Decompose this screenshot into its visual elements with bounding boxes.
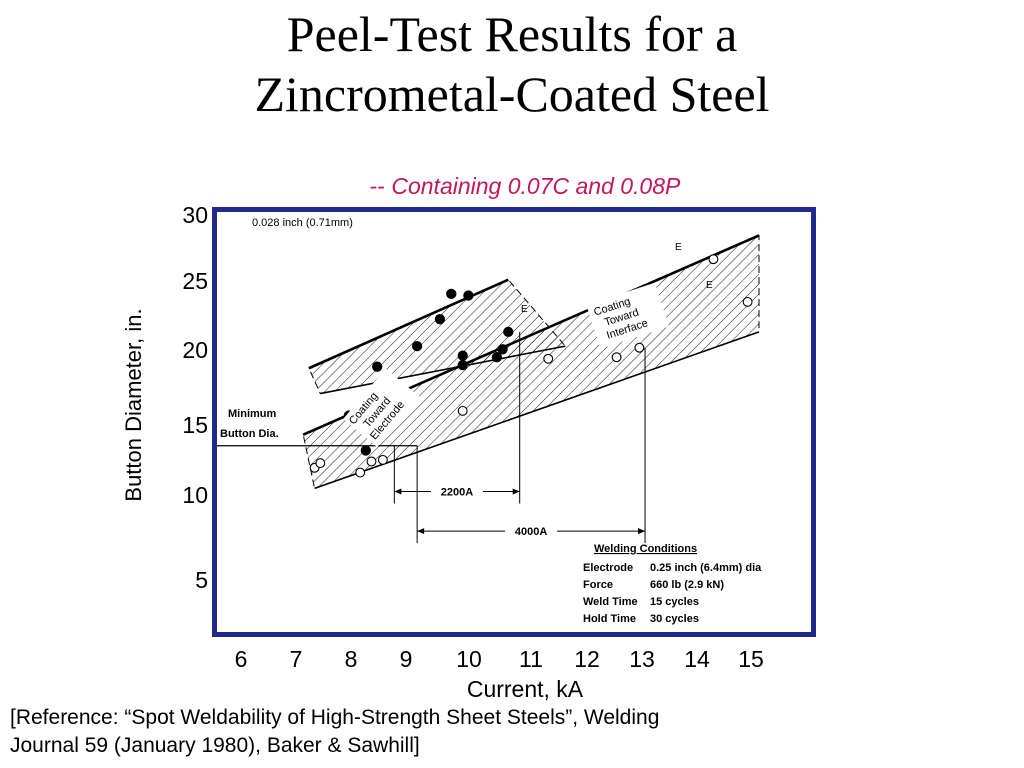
subtitle-prefix: -- (369, 173, 385, 199)
scatter-point-filled (446, 288, 457, 300)
band-upper-boundary (308, 278, 509, 370)
thickness-label: 0.028 inch (0.71mm) (252, 217, 353, 229)
band-lower-boundary (314, 331, 760, 490)
scatter-point-open (634, 342, 645, 353)
scatter-point-filled (497, 344, 508, 355)
range-label: 2200A (441, 487, 473, 499)
scatter-point-filled (463, 290, 474, 301)
y-tick-label: 15 (182, 412, 208, 438)
welding-conditions-heading: Welding Conditions (594, 543, 697, 555)
reference-line-2: Journal 59 (January 1980), Baker & Sawhi… (10, 734, 420, 757)
range-arrowhead (638, 528, 646, 535)
range-arrowhead (394, 488, 402, 495)
welding-row-value: 30 cycles (650, 613, 699, 625)
x-tick-label: 11 (519, 646, 543, 672)
x-tick-label: 14 (684, 646, 710, 672)
range-arrowhead (417, 528, 425, 535)
minimum-label-line-1: Minimum (228, 408, 276, 420)
x-tick-label: 8 (344, 646, 358, 672)
x-tick-label: 15 (738, 646, 764, 672)
scatter-point-filled (434, 314, 446, 325)
title-line-1: Peel-Test Results for a (286, 6, 738, 62)
scatter-point-filled (491, 352, 503, 363)
scatter-point-open (366, 456, 377, 467)
range-label: 4000A (515, 526, 547, 538)
x-tick-label: 12 (574, 646, 600, 672)
welding-row-label: Hold Time (583, 613, 636, 625)
peel-test-plot: 2200A 4000A 0.028 inch (0.71mm) Minimum B… (212, 207, 816, 637)
x-tick-label: 10 (456, 646, 482, 672)
y-tick-label: 10 (182, 482, 208, 508)
scatter-point-filled (372, 361, 383, 372)
scatter-point-open (708, 254, 719, 265)
page-title: Peel-Test Results for a Zincrometal-Coat… (0, 4, 1024, 124)
welding-row-label: Force (583, 579, 613, 591)
scatter-point-filled (411, 340, 423, 352)
scatter-point-open (611, 352, 622, 363)
x-tick-label: 6 (234, 646, 248, 672)
scatter-point-open (315, 458, 326, 469)
x-tick-label: 7 (289, 646, 303, 672)
title-line-2: Zincrometal-Coated Steel (254, 66, 770, 122)
y-axis-label: Button Diameter, in. (121, 308, 146, 502)
scatter-point-open (742, 296, 753, 307)
y-tick-label: 5 (195, 567, 208, 593)
band-label-interface: Coating Toward Interface (586, 282, 669, 349)
reference-note: [Reference: “Spot Weldability of High-St… (10, 704, 830, 760)
scatter-point-filled (457, 350, 468, 361)
scatter-point-filled (503, 326, 514, 338)
scatter-point-open (377, 454, 388, 465)
y-tick-label: 30 (182, 202, 208, 228)
failure-marker: E (521, 304, 528, 315)
reference-line-1: [Reference: “Spot Weldability of High-St… (10, 706, 660, 729)
y-tick-label: 25 (182, 268, 208, 294)
x-axis-label: Current, kA (466, 676, 584, 702)
welding-row-label: Weld Time (583, 596, 638, 608)
welding-row-label: Electrode (583, 562, 633, 574)
failure-marker: E (675, 242, 682, 253)
welding-row-value: 660 lb (2.9 kN) (650, 579, 724, 591)
chart-subtitle: -- Containing 0.07C and 0.08P (0, 173, 1024, 200)
scatter-point-open (457, 405, 468, 416)
welding-row-value: 15 cycles (650, 596, 699, 608)
minimum-label-line-2: Button Dia. (220, 428, 279, 440)
subtitle-text: Containing 0.07C and 0.08P (391, 173, 681, 199)
x-tick-label: 13 (629, 646, 655, 672)
x-tick-label: 9 (399, 646, 413, 672)
scatter-point-open (543, 353, 554, 364)
scatter-point-filled (360, 445, 371, 456)
range-arrowhead (512, 488, 520, 495)
y-tick-label: 20 (182, 337, 208, 363)
scatter-point-open (355, 467, 366, 478)
plot-frame (212, 207, 816, 637)
failure-marker: E (706, 280, 713, 291)
scatter-point-filled (457, 359, 468, 371)
welding-row-value: 0.25 inch (6.4mm) dia (650, 562, 762, 574)
